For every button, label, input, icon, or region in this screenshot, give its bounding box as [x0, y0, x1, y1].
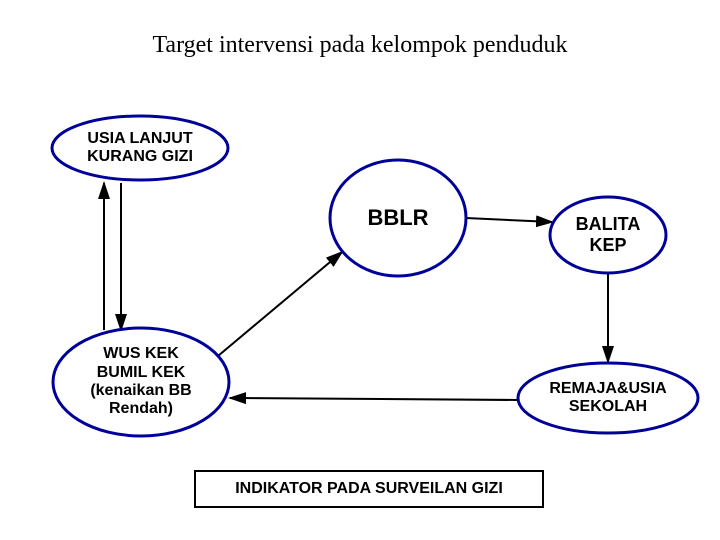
node-label-usia_lanjut: USIA LANJUT KURANG GIZI [52, 116, 228, 180]
node-label-wus_kek: WUS KEK BUMIL KEK (kenaikan BB Rendah) [53, 328, 229, 436]
diagram-stage: Target intervensi pada kelompok penduduk… [0, 0, 720, 540]
node-label-bblr: BBLR [330, 160, 466, 276]
footer-indicator-label: INDIKATOR PADA SURVEILAN GIZI [235, 480, 503, 498]
node-label-remaja: REMAJA&USIA SEKOLAH [518, 363, 698, 433]
footer-indicator-box: INDIKATOR PADA SURVEILAN GIZI [194, 470, 544, 508]
node-label-balita_kep: BALITA KEP [550, 197, 666, 273]
